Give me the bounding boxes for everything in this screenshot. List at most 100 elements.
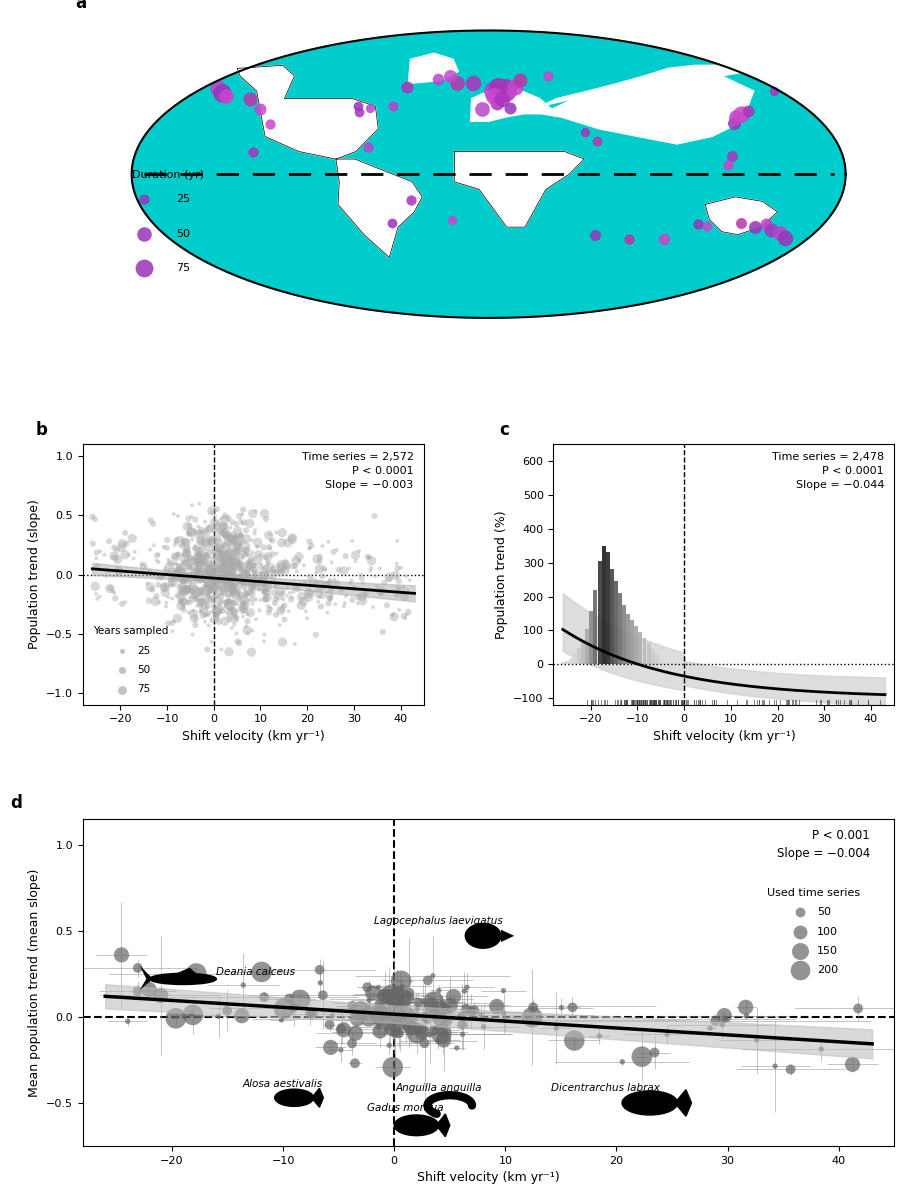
Point [230,568,244,587]
Point [176,570,191,589]
Point [182,557,196,576]
Bar [655,654,658,664]
Point [187,538,202,557]
Point [384,1019,399,1038]
Polygon shape [455,151,585,227]
Point [193,572,207,592]
Point [376,984,391,1003]
Text: Lagocephalus laevigatus: Lagocephalus laevigatus [374,916,503,925]
Point [299,601,313,620]
Point [431,1031,445,1050]
Bar [569,659,573,664]
Point [223,578,238,598]
Point [136,224,151,244]
Point [194,593,208,612]
Point [208,568,223,587]
Point [206,592,220,611]
Point [232,536,247,556]
Point [237,540,252,559]
Point [278,562,292,581]
Point [200,596,215,616]
Point [265,545,279,564]
Point [211,542,226,562]
Point [384,212,399,232]
Point [196,577,211,596]
Point [419,1004,433,1024]
Point [266,556,280,575]
Point [276,560,290,580]
Point [312,588,326,607]
Point [169,533,183,552]
Point [372,1021,387,1040]
Point [239,521,254,540]
Point [182,557,196,576]
Point [168,563,183,582]
Point [234,599,249,618]
Point [373,584,388,604]
Point [372,994,387,1013]
Bar [609,570,614,664]
Point [375,1007,390,1026]
Point [577,122,592,142]
Point [202,516,217,535]
Point [408,1006,423,1025]
Point [231,583,246,602]
Point [260,563,275,582]
Point [312,559,326,578]
Point [549,1019,563,1038]
Point [490,94,504,113]
Point [222,530,237,550]
Point [708,1012,723,1031]
Point [203,553,218,572]
Point [187,521,202,540]
Point [466,74,480,94]
Point [192,524,207,544]
Point [183,548,197,568]
X-axis label: Shift velocity (km yr⁻¹): Shift velocity (km yr⁻¹) [182,730,325,743]
Point [231,506,246,526]
Point [252,580,266,599]
Point [233,572,248,592]
Point [219,527,233,546]
Point [236,560,251,580]
Point [151,545,166,564]
Point [230,538,245,557]
Point [209,528,224,547]
Point [431,70,445,89]
Point [718,1009,733,1028]
Point [101,562,116,581]
Point [242,541,256,560]
Point [233,588,248,607]
Text: b: b [35,421,47,439]
Point [223,572,238,592]
Point [234,564,249,583]
Point [86,534,100,553]
Point [210,568,225,587]
Point [240,536,254,556]
Point [374,1007,389,1026]
Point [415,1022,430,1042]
Point [88,510,102,529]
Point [188,547,203,566]
Point [208,606,223,625]
Point [397,608,412,628]
Point [235,571,250,590]
Point [204,575,219,594]
Point [201,583,216,602]
Point [657,229,672,248]
Point [219,557,234,576]
Point [225,527,240,546]
Point [236,548,251,568]
Point [181,602,195,622]
Point [191,553,206,572]
Point [184,530,199,550]
Point [703,1019,717,1038]
Point [691,215,705,234]
Point [212,583,227,602]
Point [195,571,210,590]
Point [239,554,254,574]
Point [89,548,103,568]
Point [215,601,230,620]
Point [216,592,230,611]
Point [221,526,236,545]
